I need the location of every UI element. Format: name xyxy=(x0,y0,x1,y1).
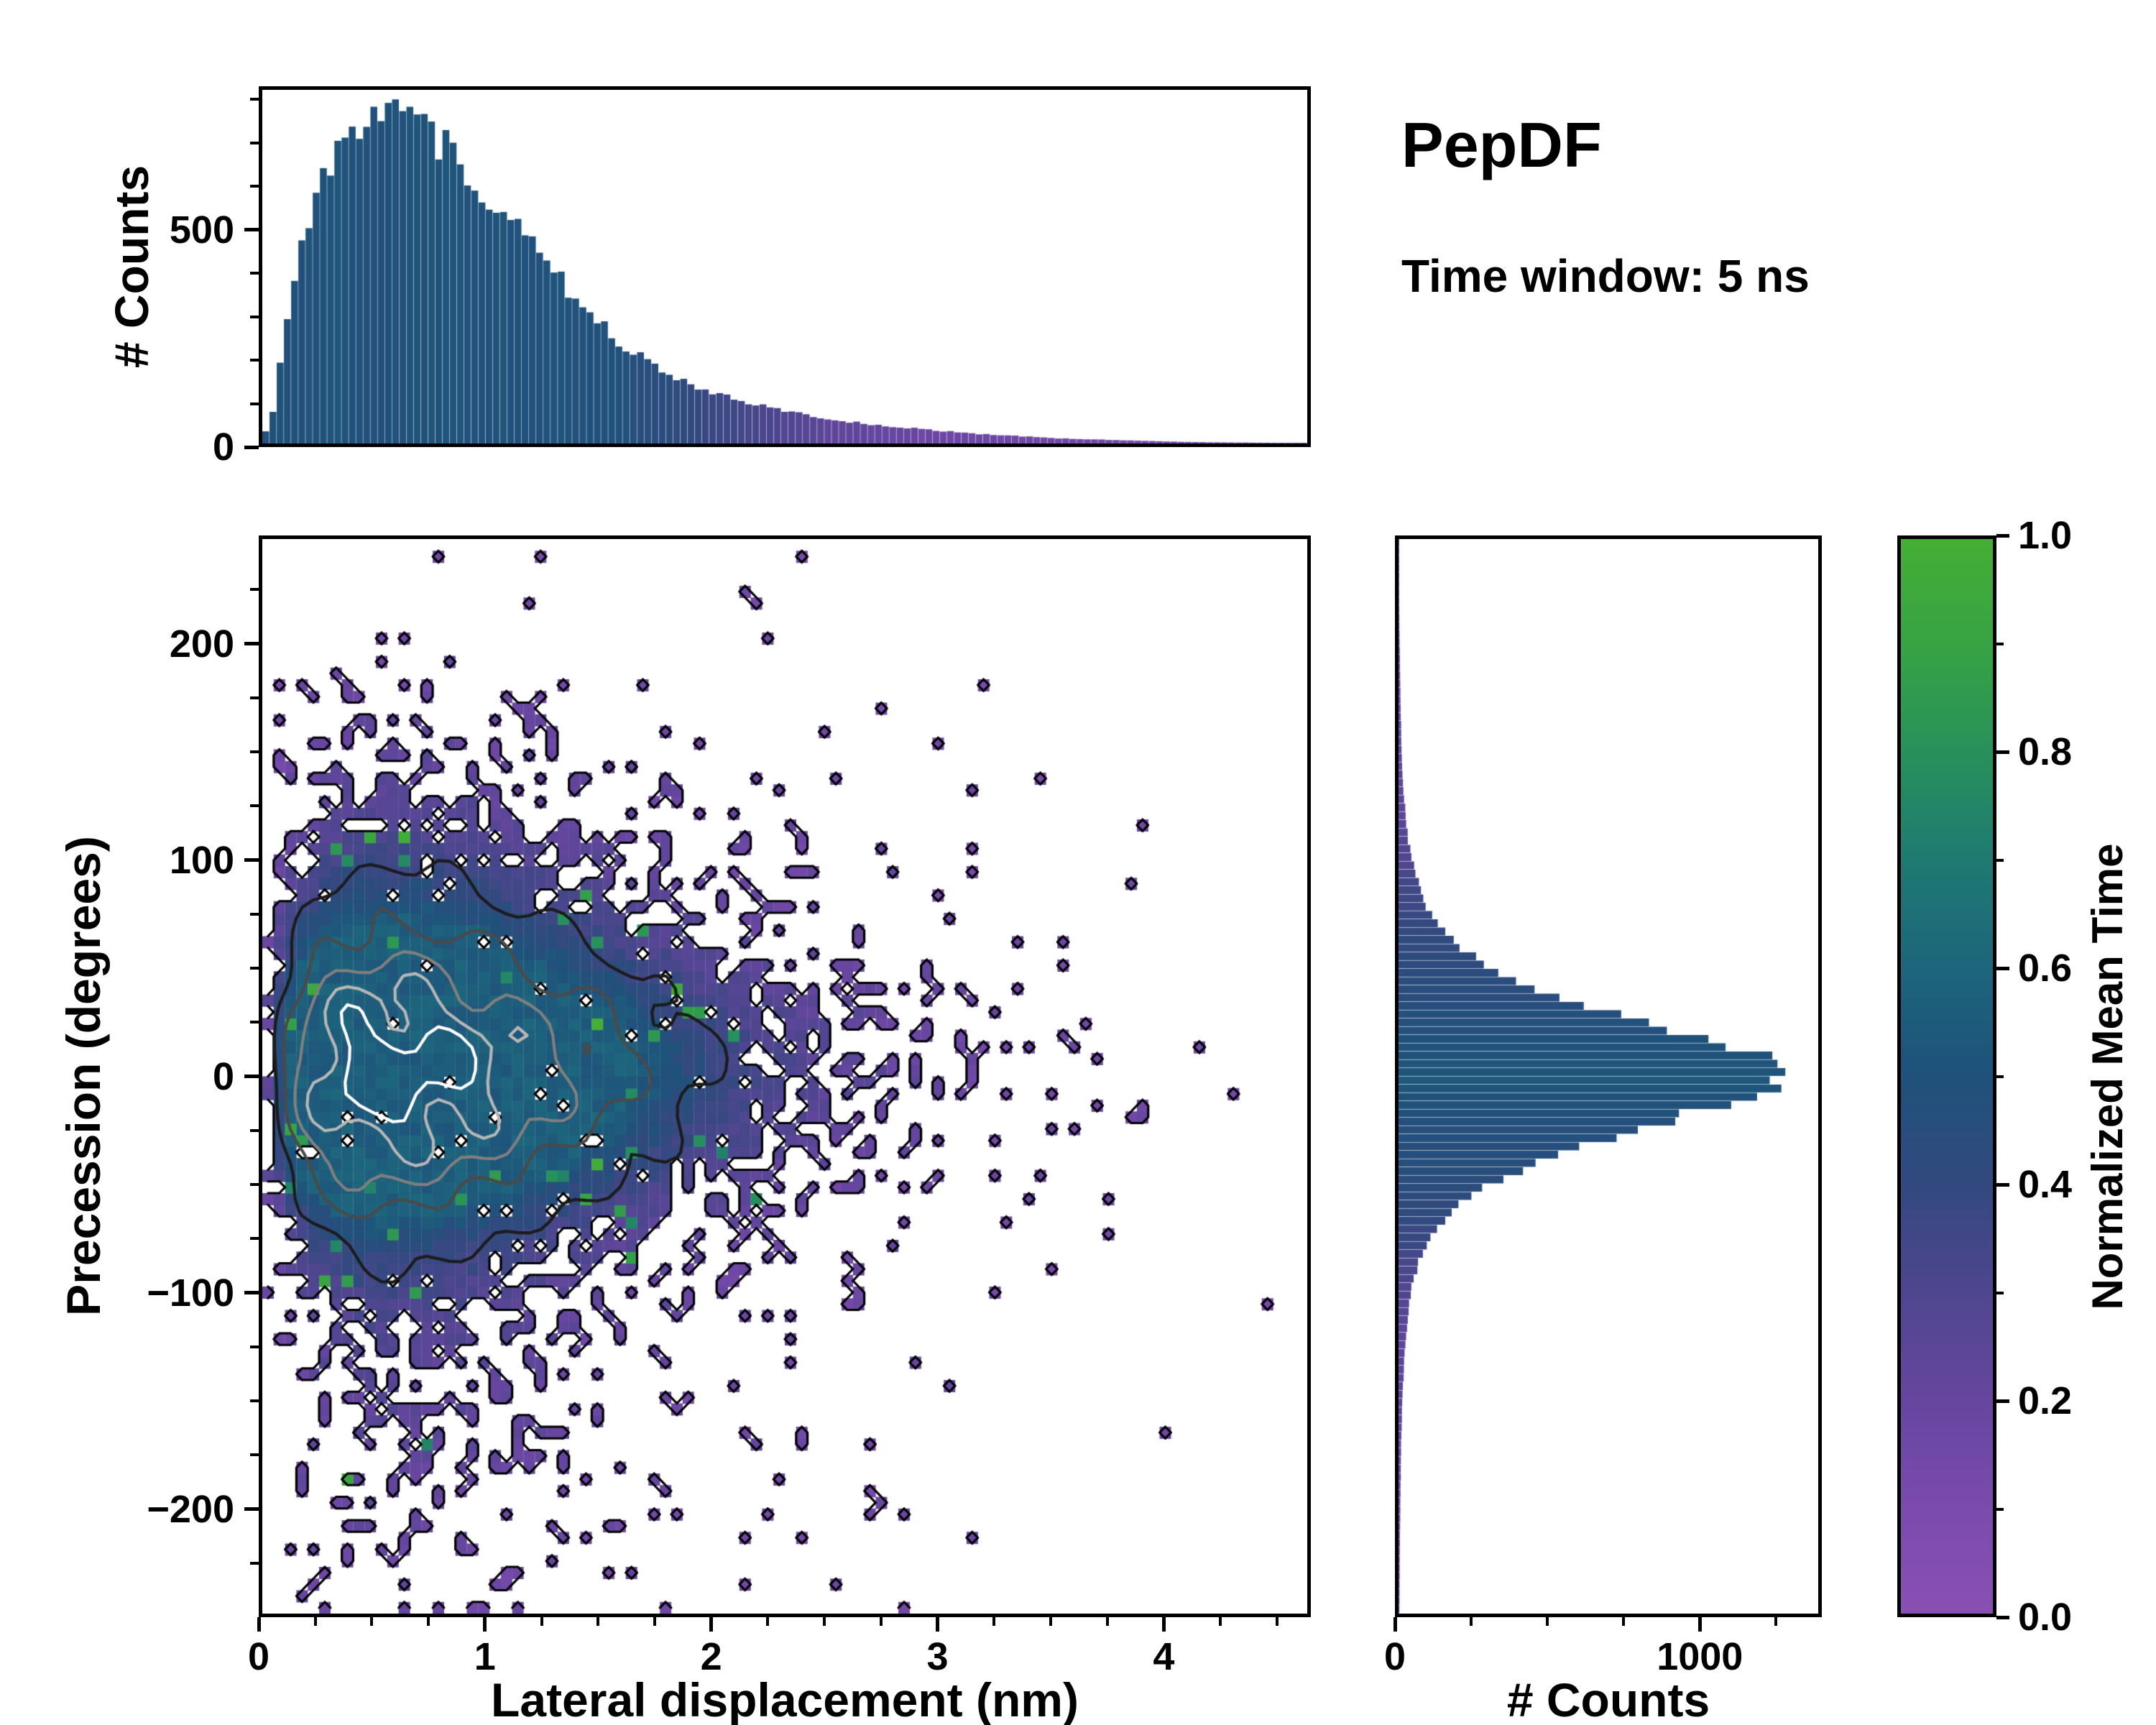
right-histogram-canvas xyxy=(1399,539,1818,1614)
tick-mark xyxy=(1996,1399,2009,1403)
tick-mark xyxy=(1275,1617,1279,1626)
tick-mark xyxy=(1219,1617,1222,1626)
tick-mark xyxy=(823,1617,826,1626)
tick-mark xyxy=(250,1128,259,1132)
tick-mark xyxy=(250,1345,259,1348)
top-histogram-canvas xyxy=(262,90,1307,443)
tick-mark xyxy=(1470,1617,1473,1626)
tick-label: −100 xyxy=(147,1271,234,1315)
tick-label: 1 xyxy=(474,1635,496,1678)
tick-mark xyxy=(244,1291,259,1294)
tick-mark xyxy=(244,642,259,645)
colorbar-canvas xyxy=(1901,539,1993,1614)
right-marginal-histogram-panel xyxy=(1395,535,1822,1617)
tick-label: 3 xyxy=(926,1635,949,1678)
main-heatmap-panel xyxy=(259,535,1311,1617)
tick-mark xyxy=(1996,750,2009,754)
tick-mark xyxy=(250,588,259,592)
colorbar-label: Normalized Mean Time xyxy=(2083,843,2132,1310)
tick-mark xyxy=(879,1617,883,1626)
tick-mark xyxy=(766,1617,770,1626)
tick-mark xyxy=(1697,1617,1702,1632)
tick-mark xyxy=(1774,1617,1778,1626)
tick-mark xyxy=(653,1617,656,1626)
tick-mark xyxy=(250,750,259,753)
tick-label: 1.0 xyxy=(2018,514,2073,557)
tick-mark xyxy=(1996,533,2009,538)
tick-mark xyxy=(1996,1507,2004,1511)
top-marginal-histogram-panel xyxy=(259,86,1311,447)
tick-mark xyxy=(250,402,259,405)
tick-mark xyxy=(1161,1617,1166,1632)
tick-mark xyxy=(709,1617,714,1632)
tick-mark xyxy=(250,315,259,318)
tick-mark xyxy=(936,1617,940,1632)
tick-mark xyxy=(540,1617,543,1626)
tick-mark xyxy=(244,858,259,862)
tick-label: 200 xyxy=(169,622,234,666)
tick-mark xyxy=(313,1617,317,1626)
tick-mark xyxy=(1996,642,2004,645)
tick-mark xyxy=(250,1237,259,1241)
plot-subtitle: Time window: 5 ns xyxy=(1401,250,1810,302)
tick-label: −200 xyxy=(147,1487,234,1531)
tick-label: 100 xyxy=(169,838,234,882)
tick-mark xyxy=(250,359,259,362)
tick-mark xyxy=(1546,1617,1549,1626)
tick-mark xyxy=(250,1183,259,1186)
tick-label: 0.8 xyxy=(2018,730,2073,773)
heatmap-canvas xyxy=(262,539,1307,1614)
tick-mark xyxy=(250,1561,259,1565)
tick-mark xyxy=(250,185,259,188)
tick-mark xyxy=(250,804,259,808)
tick-label: 0.0 xyxy=(2018,1596,2073,1639)
tick-mark xyxy=(1105,1617,1109,1626)
tick-mark xyxy=(1622,1617,1626,1626)
tick-label: 0 xyxy=(212,426,234,469)
tick-mark xyxy=(244,1075,259,1078)
tick-label: 4 xyxy=(1153,1635,1175,1678)
tick-mark xyxy=(250,141,259,144)
tick-label: 0.2 xyxy=(2018,1379,2073,1422)
tick-mark xyxy=(370,1617,374,1626)
top-hist-y-axis-label: # Counts xyxy=(105,165,158,369)
tick-label: 1000 xyxy=(1657,1635,1743,1678)
tick-mark xyxy=(1996,1291,2004,1294)
tick-mark xyxy=(1996,858,2004,862)
x-axis-label: Lateral displacement (nm) xyxy=(491,1673,1079,1725)
tick-mark xyxy=(250,1021,259,1024)
tick-mark xyxy=(250,1453,259,1457)
plot-title: PepDF xyxy=(1401,109,1602,180)
tick-mark xyxy=(596,1617,600,1626)
tick-mark xyxy=(250,912,259,916)
tick-label: 500 xyxy=(169,208,234,252)
tick-label: 0 xyxy=(247,1635,270,1678)
tick-mark xyxy=(250,272,259,275)
tick-label: 0 xyxy=(212,1054,234,1098)
tick-mark xyxy=(1996,1075,2004,1078)
tick-label: 0 xyxy=(1383,1635,1406,1678)
tick-mark xyxy=(483,1617,487,1632)
tick-label: 0.4 xyxy=(2018,1163,2073,1206)
tick-mark xyxy=(250,696,259,699)
tick-mark xyxy=(250,1399,259,1402)
tick-mark xyxy=(1049,1617,1052,1626)
tick-mark xyxy=(257,1617,261,1632)
tick-mark xyxy=(250,98,259,101)
tick-label: 2 xyxy=(700,1635,722,1678)
tick-mark xyxy=(1996,966,2009,970)
tick-mark xyxy=(1996,1615,2009,1619)
tick-mark xyxy=(250,967,259,970)
tick-mark xyxy=(244,1507,259,1511)
tick-label: 0.6 xyxy=(2018,947,2073,990)
colorbar-panel xyxy=(1897,535,1996,1617)
tick-mark xyxy=(1996,1182,2009,1187)
tick-mark xyxy=(427,1617,430,1626)
tick-mark xyxy=(992,1617,996,1626)
right-hist-x-axis-label: # Counts xyxy=(1506,1673,1710,1725)
tick-mark xyxy=(244,445,259,449)
tick-mark xyxy=(244,228,259,232)
tick-mark xyxy=(1393,1617,1397,1632)
